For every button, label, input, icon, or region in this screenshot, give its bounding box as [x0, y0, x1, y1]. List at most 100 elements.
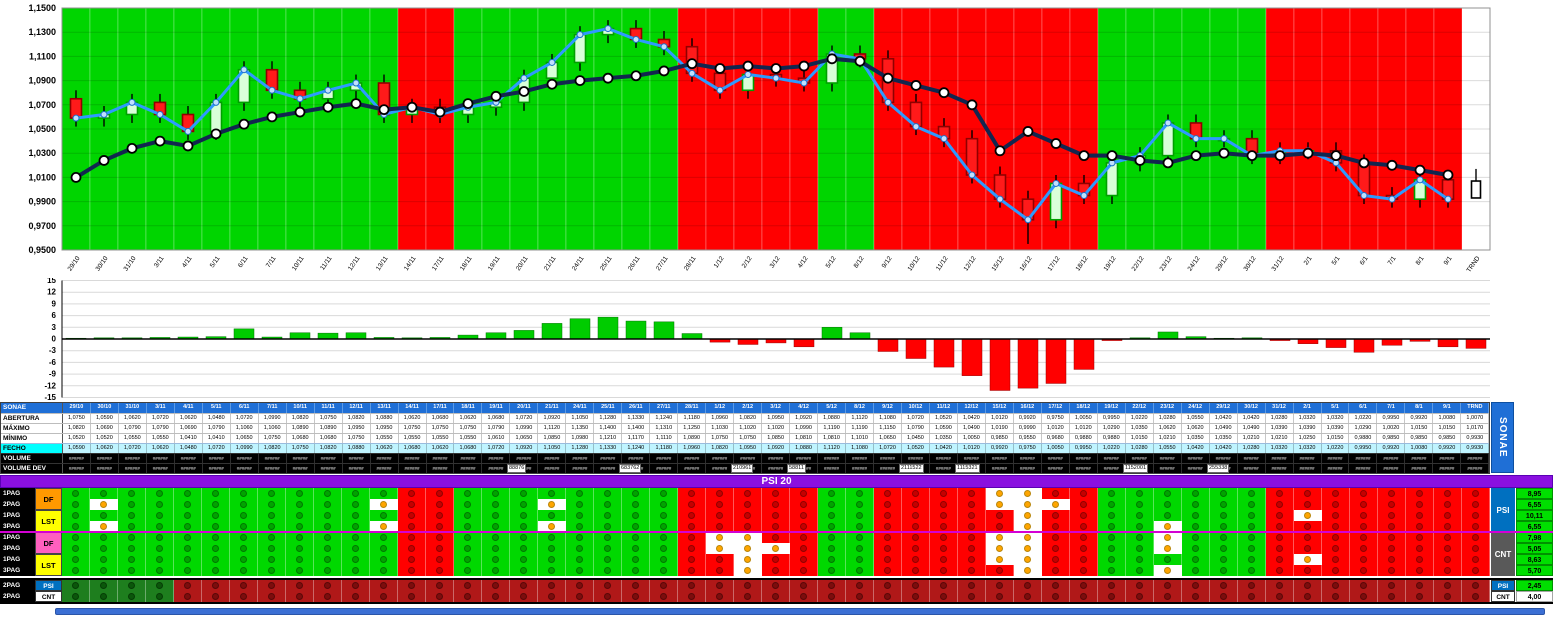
signal-cell[interactable] — [930, 488, 958, 499]
summary-cell[interactable] — [118, 591, 146, 602]
signal-cell[interactable] — [398, 532, 426, 543]
table-date-cell[interactable]: 4/11 — [175, 403, 203, 413]
summary-cell[interactable] — [482, 591, 510, 602]
signal-cell[interactable] — [286, 521, 314, 532]
table-date-cell[interactable]: 31/12 — [1266, 403, 1294, 413]
table-value-cell[interactable]: 1,0410 — [175, 434, 203, 443]
table-value-cell[interactable]: 1,1050 — [538, 444, 567, 453]
signal-cell[interactable] — [454, 543, 482, 554]
table-value-cell[interactable]: 1,0820 — [259, 444, 287, 453]
table-value-cell[interactable]: ###### — [566, 454, 595, 463]
signal-cell[interactable] — [1378, 543, 1406, 554]
signal-cell[interactable] — [818, 543, 846, 554]
table-value-cell[interactable]: ###### — [1238, 464, 1266, 473]
signal-cell[interactable] — [174, 543, 202, 554]
table-value-cell[interactable]: 1,0050 — [1042, 444, 1070, 453]
table-value-cell[interactable]: 1,0620 — [147, 444, 175, 453]
table-value-cell[interactable]: ###### — [1238, 454, 1266, 463]
table-value-cell[interactable]: ###### — [259, 464, 287, 473]
signal-cell[interactable] — [286, 488, 314, 499]
table-value-cell[interactable]: 1,0920 — [510, 444, 539, 453]
signal-cell[interactable] — [650, 554, 678, 565]
table-date-cell[interactable]: 5/12 — [818, 403, 847, 413]
signal-cell[interactable] — [510, 499, 538, 510]
signal-cell[interactable] — [1462, 554, 1490, 565]
summary-cell[interactable] — [314, 591, 342, 602]
signal-cell[interactable] — [846, 521, 874, 532]
signal-cell[interactable] — [594, 554, 622, 565]
signal-cell[interactable] — [594, 543, 622, 554]
signal-cell[interactable] — [874, 499, 902, 510]
signal-cell[interactable] — [258, 554, 286, 565]
summary-cell[interactable] — [398, 580, 426, 591]
summary-cell[interactable] — [118, 580, 146, 591]
signal-cell[interactable] — [1154, 488, 1182, 499]
table-value-cell[interactable]: ###### — [1070, 464, 1098, 473]
signal-cell[interactable] — [1266, 488, 1294, 499]
signal-cell[interactable] — [678, 488, 706, 499]
table-value-cell[interactable]: ###### — [1182, 454, 1210, 463]
table-value-cell[interactable]: 1,0620 — [1182, 424, 1210, 433]
summary-cell[interactable] — [1014, 580, 1042, 591]
signal-cell[interactable] — [426, 521, 454, 532]
table-value-cell[interactable]: 1,1020 — [762, 424, 791, 433]
table-value-cell[interactable]: 1,0820 — [706, 444, 735, 453]
signal-cell[interactable] — [510, 554, 538, 565]
table-value-cell[interactable]: 0,9920 — [1405, 414, 1434, 423]
signal-cell[interactable] — [1070, 488, 1098, 499]
table-date-cell[interactable]: 15/12 — [986, 403, 1014, 413]
table-value-cell[interactable]: 1,1170 — [622, 434, 651, 443]
table-value-cell[interactable]: 1,0790 — [902, 424, 930, 433]
signal-cell[interactable] — [454, 532, 482, 543]
signal-cell[interactable] — [1294, 521, 1322, 532]
table-value-cell[interactable]: ###### — [343, 464, 371, 473]
table-value-cell[interactable]: 1,1310 — [650, 424, 679, 433]
signal-cell[interactable] — [1350, 499, 1378, 510]
signal-cell[interactable] — [314, 521, 342, 532]
signal-cell[interactable] — [1378, 499, 1406, 510]
summary-cell[interactable] — [1294, 580, 1322, 591]
table-value-cell[interactable]: 1,0550 — [427, 434, 455, 443]
signal-cell[interactable] — [370, 521, 398, 532]
table-value-cell[interactable]: 1,0880 — [343, 444, 371, 453]
table-value-cell[interactable]: 1,0550 — [454, 434, 483, 443]
table-value-cell[interactable]: 1,0720 — [203, 444, 231, 453]
summary-cell[interactable] — [342, 580, 370, 591]
signal-cell[interactable] — [538, 532, 566, 543]
signal-cell[interactable] — [1210, 532, 1238, 543]
table-value-cell[interactable]: 0,9680 — [1042, 434, 1070, 443]
table-value-cell[interactable]: 1,0450 — [902, 434, 930, 443]
table-value-cell[interactable]: ###### — [343, 454, 371, 463]
table-value-cell[interactable]: 1,0420 — [1210, 444, 1238, 453]
table-value-cell[interactable]: 1,0720 — [874, 444, 902, 453]
signal-cell[interactable] — [1266, 532, 1294, 543]
summary-cell[interactable] — [1462, 591, 1490, 602]
summary-cell[interactable] — [986, 591, 1014, 602]
signal-cell[interactable] — [986, 565, 1014, 576]
table-value-cell[interactable]: ###### — [1070, 454, 1098, 463]
table-value-cell[interactable]: ###### — [203, 454, 231, 463]
summary-cell[interactable] — [1182, 580, 1210, 591]
summary-cell[interactable] — [258, 580, 286, 591]
summary-cell[interactable] — [1210, 591, 1238, 602]
table-value-cell[interactable]: 1,0880 — [790, 444, 819, 453]
table-value-cell[interactable]: 1,1330 — [622, 414, 651, 423]
table-date-cell[interactable]: 17/12 — [1042, 403, 1070, 413]
summary-cell[interactable] — [1070, 591, 1098, 602]
table-value-cell[interactable]: 1,0420 — [1238, 414, 1266, 423]
table-value-cell[interactable]: 1,0950 — [762, 414, 791, 423]
table-value-cell[interactable]: 1,0190 — [986, 424, 1014, 433]
signal-cell[interactable] — [1266, 499, 1294, 510]
table-value-cell[interactable]: 1,0120 — [1042, 424, 1070, 433]
signal-cell[interactable] — [1126, 499, 1154, 510]
table-value-cell[interactable]: 1,1110 — [650, 434, 679, 443]
table-value-cell[interactable]: 1,0890 — [678, 434, 707, 443]
table-value-cell[interactable]: 1,0880 — [818, 414, 847, 423]
signal-cell[interactable] — [118, 532, 146, 543]
signal-cell[interactable] — [566, 543, 594, 554]
signal-cell[interactable] — [1322, 510, 1350, 521]
signal-cell[interactable] — [958, 543, 986, 554]
signal-cell[interactable] — [706, 532, 734, 543]
signal-cell[interactable] — [650, 488, 678, 499]
signal-cell[interactable] — [1182, 543, 1210, 554]
